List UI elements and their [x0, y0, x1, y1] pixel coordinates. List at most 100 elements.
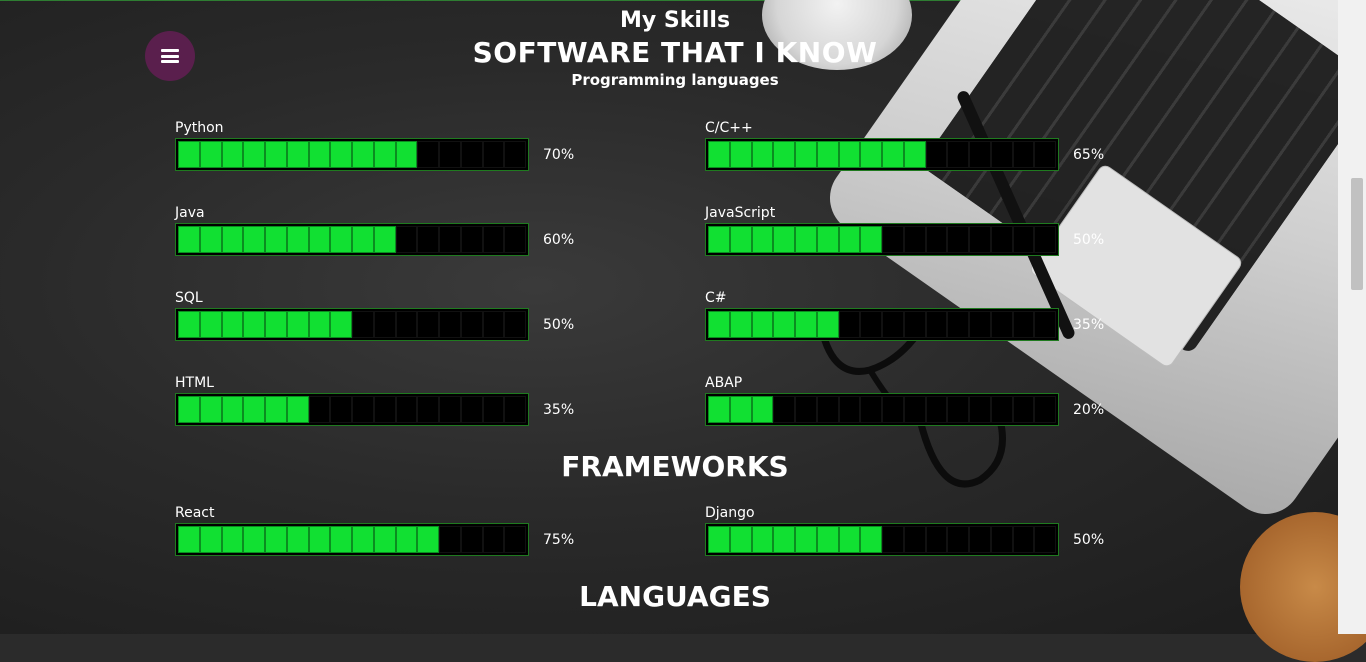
progress-segment — [903, 226, 926, 253]
progress-segment — [417, 396, 439, 423]
progress-segment — [990, 396, 1013, 423]
progress-segment — [1012, 311, 1035, 338]
progress-segment — [1034, 526, 1056, 553]
progress-segment — [751, 141, 774, 168]
progress-segment — [417, 526, 439, 553]
progress-segment — [882, 311, 904, 338]
progress-segment — [308, 396, 331, 423]
progress-segment — [990, 141, 1013, 168]
skill-progress-bar — [705, 223, 1059, 256]
skill-item: Django 50% — [705, 505, 1125, 565]
progress-segment — [243, 526, 265, 553]
progress-segment — [860, 526, 882, 553]
progress-segment — [460, 526, 483, 553]
progress-segment — [729, 141, 752, 168]
skill-name: JavaScript — [705, 205, 776, 221]
skill-item: ABAP 20% — [705, 375, 1125, 435]
progress-segment — [221, 141, 244, 168]
skill-item: SQL 50% — [175, 290, 595, 350]
skill-percent: 50% — [1073, 532, 1105, 548]
progress-segment — [221, 311, 244, 338]
progress-segment — [460, 396, 483, 423]
skill-name: Java — [175, 205, 205, 221]
progress-segment — [504, 226, 526, 253]
progress-segment — [308, 311, 331, 338]
progress-segment — [729, 526, 752, 553]
progress-segment — [990, 526, 1013, 553]
progress-segment — [395, 226, 418, 253]
progress-segment — [482, 396, 505, 423]
subsection-heading-programming: Programming languages — [571, 71, 779, 89]
progress-segment — [925, 226, 948, 253]
progress-segment — [1034, 311, 1056, 338]
progress-segment — [265, 311, 287, 338]
progress-segment — [352, 141, 374, 168]
progress-segment — [199, 526, 222, 553]
progress-segment — [773, 311, 795, 338]
progress-segment — [504, 396, 526, 423]
progress-segment — [751, 526, 774, 553]
progress-segment — [352, 526, 374, 553]
progress-segment — [1012, 526, 1035, 553]
progress-segment — [286, 141, 309, 168]
skill-progress-bar — [175, 308, 529, 341]
progress-segment — [286, 396, 309, 423]
progress-segment — [860, 311, 882, 338]
progress-segment — [925, 526, 948, 553]
progress-segment — [729, 396, 752, 423]
progress-segment — [460, 311, 483, 338]
progress-segment — [969, 141, 991, 168]
progress-segment — [708, 141, 730, 168]
progress-segment — [925, 311, 948, 338]
progress-segment — [947, 311, 969, 338]
progress-segment — [286, 226, 309, 253]
progress-segment — [308, 226, 331, 253]
progress-segment — [947, 226, 969, 253]
skill-name: HTML — [175, 375, 214, 391]
skill-name: C/C++ — [705, 120, 753, 136]
progress-segment — [969, 311, 991, 338]
progress-segment — [729, 226, 752, 253]
scrollbar-thumb[interactable] — [1351, 178, 1363, 290]
progress-segment — [751, 396, 774, 423]
skill-percent: 50% — [1073, 232, 1105, 248]
progress-segment — [352, 396, 374, 423]
progress-segment — [199, 226, 222, 253]
skill-item: HTML 35% — [175, 375, 595, 435]
section-heading-frameworks: FRAMEWORKS — [561, 450, 789, 483]
progress-segment — [199, 396, 222, 423]
progress-segment — [417, 141, 439, 168]
progress-segment — [751, 226, 774, 253]
progress-segment — [1034, 226, 1056, 253]
skill-item: JavaScript 50% — [705, 205, 1125, 265]
progress-segment — [373, 311, 396, 338]
progress-segment — [903, 526, 926, 553]
progress-segment — [482, 311, 505, 338]
progress-segment — [460, 226, 483, 253]
skill-percent: 35% — [1073, 317, 1105, 333]
page-title: My Skills — [619, 8, 731, 33]
menu-button[interactable] — [145, 31, 195, 81]
progress-segment — [395, 396, 418, 423]
progress-segment — [882, 226, 904, 253]
progress-segment — [330, 396, 352, 423]
progress-segment — [947, 141, 969, 168]
skill-percent: 35% — [543, 402, 575, 418]
progress-segment — [199, 141, 222, 168]
skill-percent: 70% — [543, 147, 575, 163]
progress-segment — [773, 226, 795, 253]
progress-segment — [482, 226, 505, 253]
progress-segment — [265, 141, 287, 168]
progress-segment — [882, 526, 904, 553]
skill-progress-bar — [705, 138, 1059, 171]
skill-item: Java 60% — [175, 205, 595, 265]
progress-segment — [947, 396, 969, 423]
progress-segment — [816, 141, 839, 168]
progress-segment — [395, 526, 418, 553]
progress-segment — [990, 226, 1013, 253]
scrollbar-track[interactable] — [1338, 0, 1366, 634]
progress-segment — [969, 396, 991, 423]
progress-segment — [308, 141, 331, 168]
progress-segment — [439, 526, 461, 553]
skill-progress-bar — [175, 393, 529, 426]
